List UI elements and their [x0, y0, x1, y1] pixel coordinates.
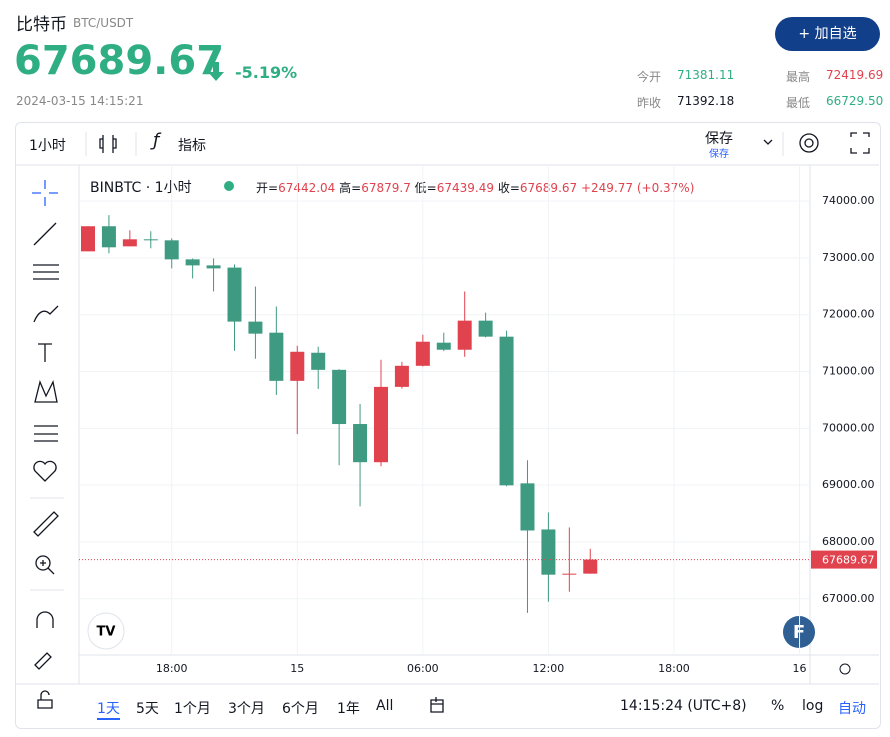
indicators[interactable]: 指标 [178, 138, 206, 154]
candle-body [248, 321, 263, 334]
save-sub: 保存 [709, 149, 729, 160]
range-button[interactable]: 1个月 [174, 701, 211, 717]
last-price-tag [811, 550, 877, 569]
symbol: BINBTC · 1小时 [90, 180, 192, 196]
candle-body [185, 259, 200, 266]
candle-body [520, 483, 535, 531]
candle-body [478, 320, 493, 337]
candle-body [373, 386, 388, 463]
stat-value: 66729.50 [826, 94, 884, 108]
settings-icon[interactable] [839, 663, 851, 675]
candle-body [122, 239, 137, 247]
ohlc-key: 低= [414, 181, 437, 195]
down-arrow [208, 62, 224, 81]
coin-name: 比特币 [16, 15, 67, 35]
percent-toggle[interactable]: % [771, 698, 785, 714]
range-button[interactable]: 3个月 [228, 701, 265, 717]
x-tick-label: 18:00 [156, 662, 188, 675]
toolbar-icons [32, 132, 870, 713]
stat-value: 71392.18 [677, 94, 735, 108]
ohlc-change: +249.77 (+0.37%) [580, 181, 695, 195]
ohlc-key: 收= [497, 181, 520, 195]
candle-body [101, 226, 116, 248]
y-tick-label: 71000.00 [822, 365, 875, 378]
tv-logo [87, 612, 125, 650]
y-tick-label: 68000.00 [822, 535, 875, 548]
pair: BTC/USDT [73, 16, 134, 30]
stat-label: 最高 [786, 70, 811, 84]
ohlc-key: 高= [339, 181, 362, 195]
stat-value: 72419.69 [826, 68, 884, 82]
candle-body [457, 320, 472, 350]
clock: 14:15:24 (UTC+8) [620, 698, 747, 714]
ohlc-value: 67439.49 [436, 181, 494, 195]
separators [16, 132, 879, 685]
price: 67689.67 [14, 38, 225, 84]
candle-body [80, 226, 95, 252]
candle-body [353, 424, 368, 463]
range-button[interactable]: 1年 [337, 701, 360, 717]
candle-body [415, 341, 430, 366]
candle-body [562, 573, 577, 575]
candle-body [499, 336, 514, 486]
y-tick-label: 70000.00 [822, 421, 875, 434]
save[interactable]: 保存 [705, 131, 733, 147]
y-tick-label: 67000.00 [822, 592, 875, 605]
candle-body [290, 351, 305, 381]
range-button[interactable]: 6个月 [282, 701, 319, 717]
stat-label: 昨收 [637, 96, 662, 110]
change: -5.19% [235, 63, 298, 82]
timestamp: 2024-03-15 14:15:21 [16, 94, 144, 108]
interval[interactable]: 1小时 [29, 138, 66, 154]
fx-icon[interactable]: ƒ [153, 130, 160, 151]
candle-body [541, 529, 556, 575]
log-toggle[interactable]: log [802, 698, 824, 714]
candle-body [332, 369, 347, 425]
tv-logo-text: TV [97, 625, 116, 640]
candle-body [269, 332, 284, 381]
candle-body [311, 352, 326, 370]
y-tick-label: 74000.00 [822, 194, 875, 207]
live-dot [224, 181, 234, 191]
f-badge-text: F [793, 622, 805, 643]
last-price-label: 67689.67 [822, 554, 875, 567]
ohlc-value: 67879.7 [361, 181, 411, 195]
stat-label: 今开 [637, 70, 662, 84]
y-tick-label: 72000.00 [822, 308, 875, 321]
ohlc-key: 开= [256, 181, 279, 195]
candle-body [143, 239, 158, 241]
x-tick-label: 18:00 [658, 662, 690, 675]
candle-body [164, 240, 179, 260]
range-button[interactable]: 5天 [136, 701, 159, 717]
range-button[interactable]: All [376, 698, 394, 714]
f-badge [783, 616, 815, 648]
candle-body [436, 342, 451, 350]
y-tick-label: 69000.00 [822, 478, 875, 491]
y-tick-label: 73000.00 [822, 251, 875, 264]
candle-body [206, 265, 221, 269]
range-button[interactable]: 1天 [97, 698, 120, 720]
x-tick-label: 16 [793, 662, 807, 675]
add-watchlist[interactable]: + 加自选 [775, 17, 880, 51]
x-tick-label: 15 [290, 662, 304, 675]
x-tick-label: 06:00 [407, 662, 439, 675]
auto-toggle[interactable]: 自动 [838, 701, 866, 717]
candle-body [583, 559, 598, 574]
ohlc-legend: 开=67442.04 高=67879.7 低=67439.49 收=67689.… [256, 179, 694, 196]
candle-body [227, 267, 242, 322]
stat-value: 71381.11 [677, 68, 735, 82]
x-tick-label: 12:00 [533, 662, 565, 675]
ohlc-value: 67442.04 [278, 181, 336, 195]
chart-frame [15, 122, 881, 729]
candle-body [394, 365, 409, 387]
stat-label: 最低 [786, 96, 811, 110]
